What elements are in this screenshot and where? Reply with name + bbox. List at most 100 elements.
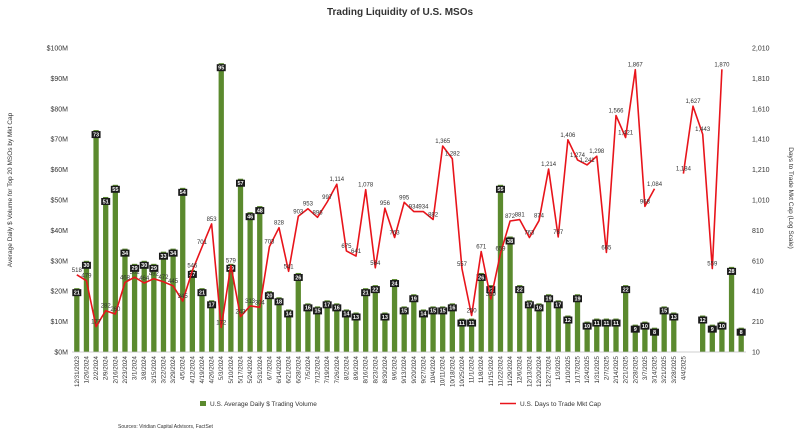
- x-tick-label: 1/31/2025: [594, 355, 601, 383]
- bar: [74, 288, 80, 352]
- bar-value-label: 13: [353, 315, 359, 321]
- bar-value-label: 8: [653, 330, 656, 336]
- y2-tick-label: 810: [752, 228, 764, 235]
- bar-label-bg: [81, 261, 91, 269]
- bar: [131, 263, 138, 352]
- x-tick-label: 2/23/2024: [122, 355, 129, 383]
- bar-label-bg: [351, 313, 361, 321]
- bar-value-label: 22: [488, 287, 494, 293]
- line-value-label: 767: [553, 230, 564, 236]
- bar-label-bg: [101, 197, 111, 205]
- x-tick-label: 12/27/2024: [546, 355, 553, 387]
- bar-value-label: 17: [324, 303, 330, 309]
- bar: [594, 318, 600, 352]
- bar-label-bg: [428, 307, 438, 315]
- bar: [738, 327, 744, 352]
- bar-label-bg: [197, 289, 207, 297]
- x-tick-label: 3/15/2024: [151, 355, 158, 383]
- bar-value-label: 34: [122, 251, 129, 257]
- bar: [257, 206, 263, 352]
- bar-label-bg: [495, 185, 505, 193]
- line-value-label: 675: [341, 244, 352, 250]
- x-tick-label: 3/7/2025: [642, 355, 649, 380]
- x-tick-label: 3/22/2024: [160, 355, 167, 383]
- bar-value-label: 19: [546, 297, 552, 303]
- x-tick-label: 1/3/2025: [555, 355, 562, 380]
- bar: [642, 321, 648, 352]
- x-tick-label: 1/24/2025: [584, 355, 591, 383]
- x-tick-label: 6/28/2024: [295, 355, 302, 383]
- line-value-label: 1,084: [647, 182, 663, 188]
- bar-value-label: 57: [237, 181, 243, 187]
- bar-label-bg: [582, 322, 592, 330]
- y2-tick-label: 1,210: [752, 167, 770, 174]
- line-series: 5184791772822604685024644924724453455467…: [72, 62, 730, 329]
- line-value-label: 641: [351, 249, 362, 255]
- line-value-label: 997: [322, 195, 333, 201]
- line-value-label: 345: [178, 294, 189, 300]
- bar-label-bg: [361, 289, 371, 297]
- bar-value-label: 9: [711, 327, 714, 333]
- x-tick-label: 8/9/2024: [353, 355, 360, 380]
- x-tick-label: 4/4/2025: [680, 355, 687, 380]
- x-tick-label: 12/20/2024: [536, 355, 543, 387]
- bar: [363, 288, 369, 352]
- bar: [459, 318, 465, 352]
- x-tick-label: 5/17/2024: [238, 355, 245, 383]
- bar: [218, 63, 224, 352]
- bar-label-bg: [717, 322, 727, 330]
- x-tick-label: 4/5/2024: [180, 355, 187, 380]
- y2-tick-label: 410: [752, 289, 764, 296]
- x-tick-label: 10/18/2024: [449, 355, 456, 387]
- bar-label-bg: [216, 64, 226, 72]
- bar: [661, 306, 667, 352]
- bar-label-bg: [418, 310, 428, 318]
- bar-value-label: 13: [671, 315, 677, 321]
- bar: [266, 291, 273, 352]
- x-tick-label: 9/27/2024: [420, 355, 427, 383]
- y-tick-label: $30M: [50, 258, 68, 265]
- bar: [180, 187, 186, 352]
- bar: [517, 285, 523, 352]
- x-tick-label: 3/1/2024: [132, 355, 139, 380]
- line-value-label: 1,214: [541, 162, 557, 168]
- y2-tick-label: 10: [752, 350, 760, 357]
- x-tick-label: 5/31/2024: [257, 355, 264, 383]
- x-axis: 12/31/2023 1/26/2024 2/2/2024 2/9/2024 2/16/…: [74, 355, 688, 387]
- x-tick-label: 8/30/2024: [382, 355, 389, 383]
- bar-label-bg: [158, 252, 168, 260]
- bar: [112, 184, 118, 352]
- bar: [372, 285, 378, 352]
- x-tick-label: 7/26/2024: [334, 355, 341, 383]
- y2-tick-label: 1,610: [752, 106, 770, 113]
- line-value-label: 1,421: [618, 131, 634, 137]
- bar-value-label: 51: [103, 199, 109, 205]
- bar-value-label: 48: [257, 208, 263, 214]
- line-value-label: 896: [313, 210, 324, 216]
- line-value-label: 1,870: [714, 62, 730, 68]
- bar-value-label: 34: [170, 251, 177, 257]
- legend-swatch-volume: [200, 401, 206, 406]
- bar-value-label: 12: [700, 318, 706, 324]
- bar-value-label: 29: [132, 266, 138, 272]
- line-value-label: 828: [274, 221, 285, 227]
- bar: [208, 300, 215, 352]
- bar-value-label: 20: [266, 294, 272, 300]
- y2-tick-label: 610: [752, 258, 764, 265]
- bar: [613, 318, 619, 352]
- bar-series: 2130735155342930293334542721179529574648…: [72, 63, 746, 352]
- bar-value-label: 9: [634, 327, 637, 333]
- x-tick-label: 2/16/2024: [112, 355, 119, 383]
- bar-value-label: 11: [594, 321, 600, 327]
- bar: [584, 321, 590, 352]
- line-value-label: 934: [418, 205, 429, 211]
- bar-value-label: 73: [93, 132, 99, 138]
- bar-value-label: 21: [363, 290, 369, 296]
- bar-value-label: 95: [218, 66, 224, 72]
- bar-label-bg: [274, 298, 284, 306]
- bar-value-label: 16: [449, 306, 455, 312]
- bar: [324, 300, 330, 352]
- bar-label-bg: [390, 280, 400, 288]
- line-value-label: 472: [158, 275, 169, 281]
- bar: [170, 248, 176, 352]
